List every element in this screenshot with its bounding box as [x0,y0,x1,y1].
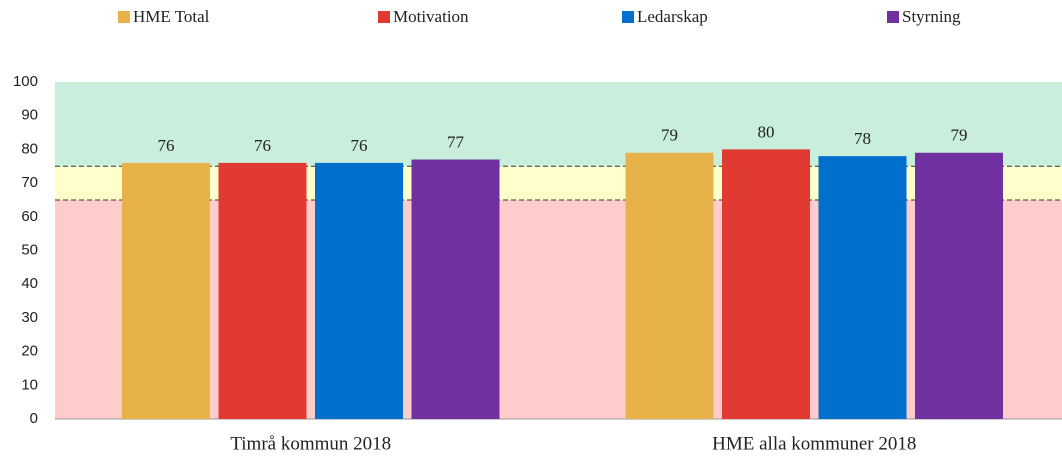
y-tick-label: 70 [21,174,38,191]
data-label: 76 [254,136,271,155]
data-label: 76 [351,136,368,155]
data-label: 77 [447,132,465,151]
legend-label: HME Total [133,7,210,26]
bar [218,162,307,419]
legend-label: Styrning [902,7,961,26]
y-tick-label: 50 [21,241,38,258]
data-label: 79 [951,126,968,145]
bar [411,159,500,419]
legend-swatch [622,11,634,23]
legend-swatch [887,11,899,23]
y-tick-label: 90 [21,107,38,124]
bar [315,162,403,419]
legend-swatch [378,11,390,23]
x-tick-label: Timrå kommun 2018 [230,433,391,454]
bar [625,152,714,419]
bar [722,149,810,419]
legend-label: Ledarskap [637,7,708,26]
data-label: 78 [854,129,871,148]
legend-swatch [118,11,130,23]
y-tick-label: 10 [21,376,38,393]
y-tick-label: 100 [13,73,38,90]
data-label: 76 [158,136,175,155]
band [55,82,1062,167]
data-label: 80 [758,122,775,141]
legend-label: Motivation [393,7,469,26]
bar [122,162,210,419]
y-tick-label: 40 [21,275,38,292]
y-tick-label: 30 [21,309,38,326]
y-tick-label: 60 [21,208,38,225]
y-tick-label: 0 [30,410,38,427]
bar [915,152,1003,419]
y-tick-label: 80 [21,140,38,157]
data-label: 79 [661,126,678,145]
bar [818,156,907,419]
y-tick-label: 20 [21,343,38,360]
x-tick-label: HME alla kommuner 2018 [712,433,916,454]
